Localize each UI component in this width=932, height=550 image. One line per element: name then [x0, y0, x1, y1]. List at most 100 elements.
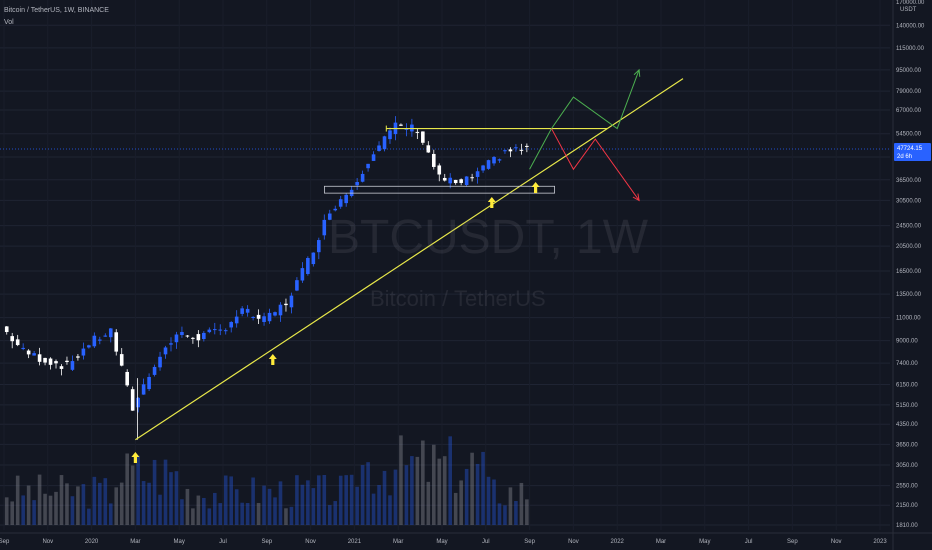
candle-body[interactable]	[382, 136, 387, 150]
trendline[interactable]	[135, 78, 684, 441]
candle-body[interactable]	[70, 361, 75, 370]
candle-body[interactable]	[448, 177, 453, 184]
candle-body[interactable]	[234, 316, 239, 324]
candle-body[interactable]	[327, 213, 332, 220]
candle-body[interactable]	[229, 322, 234, 328]
candle-body[interactable]	[37, 354, 42, 362]
candle-body[interactable]	[338, 199, 343, 207]
candle-body[interactable]	[426, 145, 431, 153]
candle-body[interactable]	[76, 356, 80, 358]
candle-body[interactable]	[223, 330, 228, 332]
current-price-tag[interactable]	[894, 142, 931, 161]
candle-body[interactable]	[459, 179, 463, 183]
candle-body[interactable]	[525, 145, 529, 147]
candle-body[interactable]	[103, 335, 108, 337]
arrow-up-icon[interactable]	[531, 182, 540, 193]
candle-body[interactable]	[267, 312, 272, 322]
candle-body[interactable]	[404, 128, 409, 130]
candle-body[interactable]	[185, 335, 190, 337]
candle-body[interactable]	[26, 350, 31, 355]
candle-body[interactable]	[399, 124, 403, 126]
support-zone[interactable]	[323, 185, 555, 194]
candle-body[interactable]	[262, 316, 266, 323]
candle-body[interactable]	[43, 357, 47, 363]
candle-body[interactable]	[475, 171, 480, 177]
candle-body[interactable]	[130, 389, 135, 411]
candle-body[interactable]	[87, 345, 91, 348]
candle-body[interactable]	[256, 314, 261, 319]
candle-body[interactable]	[108, 328, 113, 338]
candle-body[interactable]	[152, 366, 157, 375]
candle-body[interactable]	[492, 156, 496, 164]
candle-body[interactable]	[174, 334, 179, 343]
candle-body[interactable]	[81, 348, 86, 356]
candle-body[interactable]	[355, 181, 359, 186]
candle-body[interactable]	[278, 304, 283, 316]
arrow-up-icon[interactable]	[131, 452, 140, 463]
volume-indicator-label[interactable]: Vol	[4, 19, 14, 26]
candle-body[interactable]	[300, 268, 305, 281]
candle-body[interactable]	[15, 339, 20, 346]
candle-body[interactable]	[59, 366, 64, 369]
candle-body[interactable]	[212, 329, 217, 331]
candle-body[interactable]	[273, 312, 277, 316]
candle-body[interactable]	[65, 360, 69, 363]
candle-body[interactable]	[322, 219, 327, 236]
candle-body[interactable]	[92, 335, 97, 347]
arrow-up-icon[interactable]	[487, 197, 496, 208]
candle-body[interactable]	[421, 131, 425, 143]
candle-body[interactable]	[169, 343, 173, 345]
candle-body[interactable]	[21, 347, 25, 349]
candle-body[interactable]	[245, 308, 250, 313]
candle-body[interactable]	[141, 384, 146, 395]
candle-body[interactable]	[388, 130, 392, 140]
candle-body[interactable]	[251, 316, 255, 318]
candle-body[interactable]	[48, 358, 53, 365]
candle-body[interactable]	[289, 295, 294, 308]
candle-body[interactable]	[442, 177, 447, 181]
candle-body[interactable]	[32, 353, 36, 356]
arrow-up-icon[interactable]	[268, 354, 277, 365]
candle-body[interactable]	[366, 163, 370, 169]
candle-body[interactable]	[207, 329, 212, 333]
candle-body[interactable]	[54, 361, 58, 364]
candle-body[interactable]	[333, 208, 338, 211]
candle-body[interactable]	[317, 240, 321, 253]
candle-body[interactable]	[360, 173, 365, 182]
candle-body[interactable]	[4, 326, 9, 333]
candle-body[interactable]	[240, 308, 244, 314]
candle-body[interactable]	[481, 165, 485, 171]
candle-body[interactable]	[98, 339, 102, 341]
candle-body[interactable]	[284, 303, 288, 306]
candle-body[interactable]	[10, 336, 15, 342]
candle-body[interactable]	[503, 150, 507, 152]
candle-body[interactable]	[514, 147, 518, 149]
candle-body[interactable]	[147, 376, 151, 390]
candle-body[interactable]	[306, 257, 310, 274]
candle-body[interactable]	[191, 337, 195, 339]
candle-body[interactable]	[519, 149, 524, 151]
candle-body[interactable]	[196, 334, 201, 341]
candle-body[interactable]	[202, 332, 206, 340]
candle-body[interactable]	[486, 160, 491, 169]
candle-body[interactable]	[311, 252, 316, 265]
candle-body[interactable]	[377, 145, 381, 151]
candle-body[interactable]	[415, 131, 420, 133]
candle-body[interactable]	[114, 332, 119, 352]
candle-body[interactable]	[295, 280, 299, 291]
candle-body[interactable]	[437, 165, 442, 175]
candle-body[interactable]	[344, 194, 348, 204]
candle-body[interactable]	[158, 356, 162, 368]
candle-body[interactable]	[119, 354, 124, 366]
candle-body[interactable]	[497, 159, 502, 161]
candle-body[interactable]	[136, 397, 140, 408]
candle-body[interactable]	[508, 149, 513, 152]
candle-body[interactable]	[125, 371, 129, 386]
candle-body[interactable]	[431, 153, 436, 167]
candle-body[interactable]	[180, 331, 184, 336]
bear-projection-path[interactable]	[551, 128, 640, 201]
candle-body[interactable]	[163, 347, 168, 355]
candle-body[interactable]	[371, 154, 376, 161]
